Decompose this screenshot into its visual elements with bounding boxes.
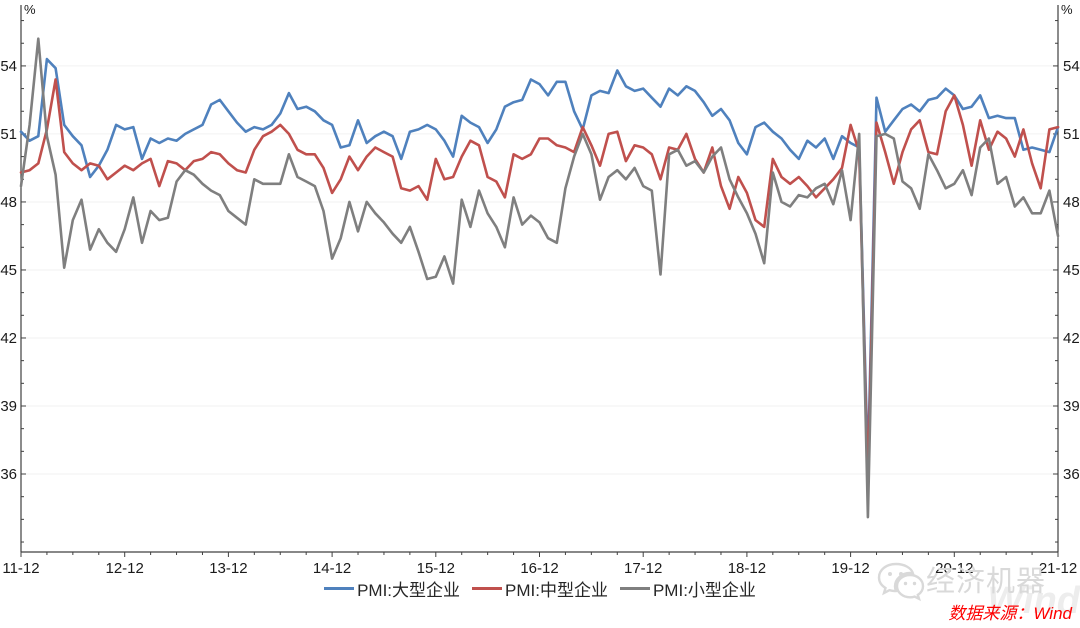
legend-item-2: PMI:小型企业 xyxy=(619,576,756,601)
right-axis-label-39: 39 xyxy=(1063,398,1080,415)
left-axis-label-42: 42 xyxy=(0,330,17,347)
right-axis-label-45: 45 xyxy=(1063,262,1080,279)
data-source-label: 数据来源：Wind xyxy=(948,604,1072,623)
x-axis-label-21-12: 21-12 xyxy=(1039,560,1077,577)
legend-label: PMI:小型企业 xyxy=(652,581,756,600)
x-axis-label-18-12: 18-12 xyxy=(728,560,766,577)
x-axis-label-20-12: 20-12 xyxy=(935,560,973,577)
axis-ticks xyxy=(20,20,1059,557)
series-line-2 xyxy=(19,37,1060,519)
gridlines xyxy=(21,65,1058,475)
x-axis-label-15-12: 15-12 xyxy=(417,560,455,577)
left-axis-label-39: 39 xyxy=(0,398,17,415)
left-axis-label-36: 36 xyxy=(0,466,17,483)
x-axis-label-12-12: 12-12 xyxy=(106,560,144,577)
x-axis-label-13-12: 13-12 xyxy=(209,560,247,577)
series-line-0 xyxy=(19,57,1060,469)
right-axis-label-48: 48 xyxy=(1063,194,1080,211)
legend-label: PMI:大型企业 xyxy=(357,581,461,600)
left-axis-label-48: 48 xyxy=(0,194,17,211)
legend-dash-icon xyxy=(619,587,650,590)
left-axis-label-45: 45 xyxy=(0,262,17,279)
legend-dash-icon xyxy=(324,587,355,590)
legend-item-1: PMI:中型企业 xyxy=(472,576,608,601)
series-line-1 xyxy=(19,78,1060,487)
x-axis-label-11-12: 11-12 xyxy=(2,560,39,577)
legend-label: PMI:中型企业 xyxy=(505,581,608,600)
left-axis-label-54: 54 xyxy=(0,58,17,75)
right-axis-label-42: 42 xyxy=(1063,330,1080,347)
axes xyxy=(20,5,1059,553)
legend-item-0: PMI:大型企业 xyxy=(324,576,460,601)
x-axis-label-19-12: 19-12 xyxy=(831,560,869,577)
x-axis-label-16-12: 16-12 xyxy=(520,560,558,577)
chart-legend: PMI:大型企业 PMI:中型企业 PMI:小型企业 xyxy=(0,576,1080,601)
data-series-lines xyxy=(19,37,1060,519)
legend-dash-icon xyxy=(472,587,503,590)
right-axis-label-54: 54 xyxy=(1063,58,1080,75)
right-axis-label-36: 36 xyxy=(1063,466,1080,483)
axis-tick-labels: 36 36 39 39 42 42 45 45 48 48 51 51 54 54 11-12 12-12 13… xyxy=(0,58,1079,577)
left-axis-unit-label: % xyxy=(24,2,36,17)
right-axis-label-51: 51 xyxy=(1063,126,1080,143)
right-axis-unit-label: % xyxy=(1061,2,1073,17)
x-axis-label-17-12: 17-12 xyxy=(624,560,662,577)
left-axis-label-51: 51 xyxy=(0,126,17,143)
x-axis-label-14-12: 14-12 xyxy=(313,560,351,577)
